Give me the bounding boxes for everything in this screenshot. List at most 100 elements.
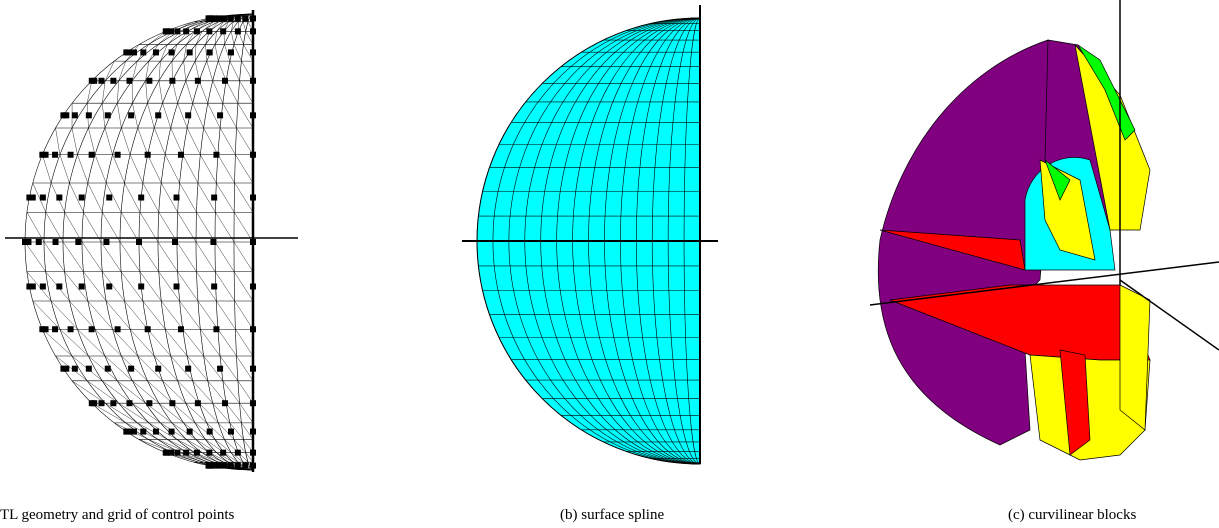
figure-art [0, 0, 1219, 500]
control-point [213, 326, 219, 332]
control-point [235, 15, 241, 21]
control-point [89, 400, 95, 406]
control-point [140, 49, 146, 55]
diagonal [117, 81, 118, 103]
diagonal [77, 329, 104, 356]
yellow-right [1120, 285, 1150, 430]
diagonal [82, 242, 102, 272]
control-point [217, 366, 223, 372]
panel-a [5, 10, 298, 472]
diagonal [193, 103, 204, 128]
diagonal [226, 403, 241, 423]
control-point [131, 429, 137, 435]
diagonal [207, 61, 213, 81]
diagonal [240, 81, 253, 103]
control-point [235, 28, 241, 34]
control-point [174, 450, 180, 456]
control-point [220, 450, 226, 456]
control-point [115, 326, 121, 332]
diagonal [125, 183, 140, 212]
control-point [228, 15, 234, 21]
diagonal [25, 242, 46, 272]
control-point [52, 326, 58, 332]
control-point [163, 28, 169, 34]
diagonal [238, 381, 253, 403]
control-point [39, 326, 45, 332]
control-point [169, 400, 175, 406]
control-point [140, 429, 146, 435]
caption: (c) curvilinear blocks [1008, 507, 1136, 524]
control-point [68, 326, 74, 332]
control-point [89, 78, 95, 84]
control-point [174, 283, 180, 289]
control-point [39, 152, 45, 158]
diagonal [216, 183, 234, 212]
diagonal [234, 242, 253, 272]
control-point [155, 366, 161, 372]
control-point [183, 450, 189, 456]
diagonal [88, 356, 117, 381]
diagonal [148, 329, 171, 356]
control-point [220, 28, 226, 34]
diagonal [147, 103, 154, 128]
diagonal [102, 103, 105, 128]
control-point [222, 400, 228, 406]
figure: TL geometry and grid of control points (… [0, 0, 1219, 528]
diagonal [56, 128, 60, 155]
diagonal [120, 242, 140, 272]
control-point [206, 15, 212, 21]
control-point [86, 112, 92, 118]
control-point [72, 112, 78, 118]
control-point [146, 400, 152, 406]
control-point [86, 366, 92, 372]
panel-c [870, 0, 1219, 460]
control-point [105, 366, 111, 372]
control-point [145, 326, 151, 332]
caption: (b) surface spline [560, 507, 664, 524]
control-point [235, 450, 241, 456]
control-point [174, 28, 180, 34]
diagonal [206, 45, 207, 62]
control-point [169, 429, 175, 435]
control-point [99, 400, 105, 406]
diagonal [148, 155, 162, 183]
control-point [40, 283, 46, 289]
diagonal [154, 128, 165, 155]
diagonal [215, 272, 234, 301]
control-point [106, 195, 112, 201]
control-point [89, 326, 95, 332]
diagonal [178, 272, 198, 301]
control-point [110, 400, 116, 406]
control-point [115, 152, 121, 158]
control-point [126, 78, 132, 84]
control-point [183, 28, 189, 34]
control-point [242, 463, 248, 469]
diagonal [125, 301, 148, 329]
diagonal [159, 61, 161, 81]
diagonal [204, 128, 218, 155]
control-point [178, 326, 184, 332]
control-point [169, 49, 175, 55]
diagonal [177, 242, 196, 272]
diagonal [88, 128, 95, 155]
diagonal [105, 128, 113, 155]
control-point [131, 49, 137, 55]
control-point [174, 195, 180, 201]
diagonal [223, 103, 237, 128]
control-point [194, 450, 200, 456]
diagonal [198, 301, 218, 329]
control-point [206, 450, 212, 456]
diagonal [215, 45, 218, 62]
control-point [36, 239, 42, 245]
control-point [187, 429, 193, 435]
control-point [228, 49, 234, 55]
control-point [169, 78, 175, 84]
diagonal [132, 381, 159, 403]
control-point [106, 283, 112, 289]
diagonal [218, 329, 237, 356]
diagonal [215, 242, 234, 272]
control-point [207, 429, 213, 435]
control-point [72, 366, 78, 372]
diagonal [130, 155, 143, 183]
diagonal [218, 155, 235, 183]
